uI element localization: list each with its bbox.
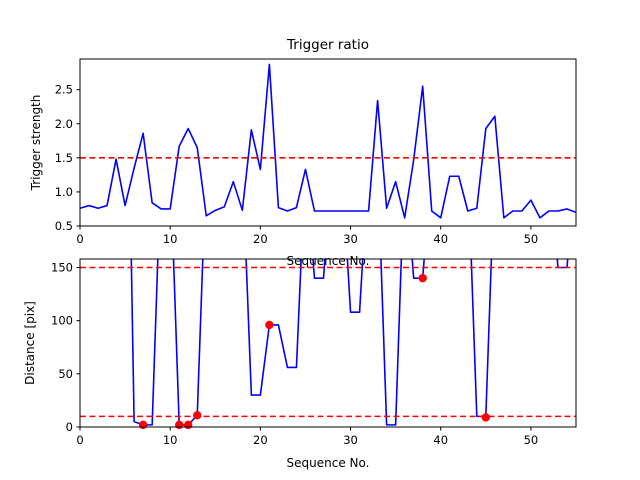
x-tick-label: 40 [433,232,448,246]
x-tick-label: 20 [253,433,268,447]
marker-point [481,413,491,422]
y-tick-label: 150 [51,261,73,275]
x-tick-label: 50 [524,232,539,246]
y-tick-label: 1.0 [55,185,73,199]
marker-point [184,420,193,430]
y-tick-label: 0.5 [55,219,73,233]
chart-panel-2: 0 10 20 30 40 50 0 50 100 150 Sequence No. Distance… [23,258,577,470]
x-tick-label: 40 [433,433,448,447]
x-tick-label: 10 [163,433,178,447]
y-tick-label: 100 [51,314,73,328]
x-tick-label: 30 [343,232,358,246]
x-tick-label: 50 [524,433,539,447]
y-tick-label: 2.0 [55,117,73,131]
plot-area-1 [80,63,576,219]
chart-title: Trigger ratio [286,37,369,53]
axes-frame-2 [79,258,577,428]
x-tick-label: 20 [253,232,268,246]
marker-point [193,411,202,420]
y-tick-label: 1.5 [55,151,73,165]
x-tick-label: 30 [343,433,358,447]
x-tick-label: 0 [76,232,83,246]
y-axis-label: Distance [pix] [23,301,37,385]
y-tick-label: 0 [66,420,73,434]
marker-point [138,420,148,430]
chart-panel-1: 0 10 20 30 40 50 0.5 1.0 1.5 2.0 2.5 Trigger ratio S… [29,37,577,268]
marker-point [265,320,274,330]
y-axis-label: Trigger strength [29,95,43,192]
x-axis-label: Sequence No. [287,254,370,268]
marker-point [418,273,427,283]
marker-point [175,420,184,430]
series-line-1-1 [80,63,576,219]
series-line-2-1 [130,259,569,426]
x-tick-label: 10 [163,232,178,246]
x-axis-label: Sequence No. [287,456,370,470]
plot-area-2 [80,259,576,426]
x-tick-label: 0 [76,433,83,447]
y-tick-label: 2.5 [55,83,73,97]
axes-frame-1 [79,58,577,227]
y-tick-label: 50 [58,367,73,381]
